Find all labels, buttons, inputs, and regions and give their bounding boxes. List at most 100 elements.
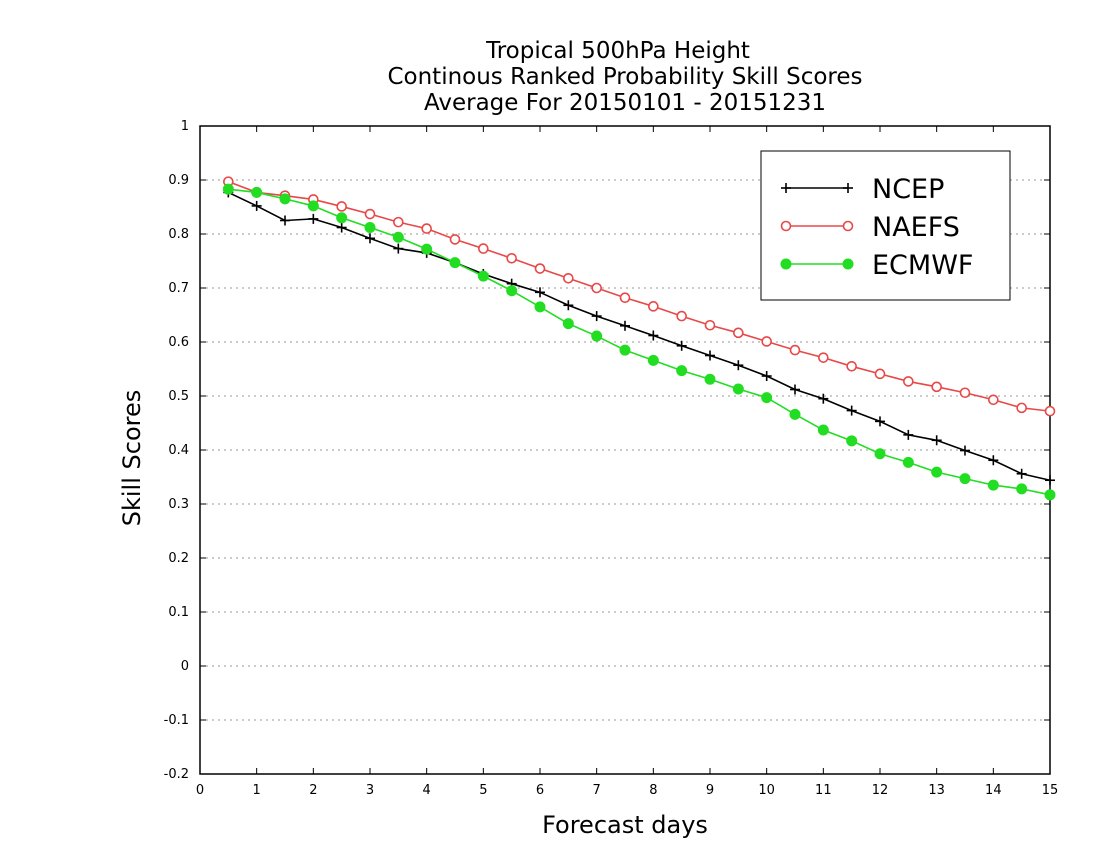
point-naefs xyxy=(619,292,631,304)
x-tick-label: 14 xyxy=(985,783,1002,798)
y-tick-label: 0.6 xyxy=(168,335,189,350)
point-naefs xyxy=(874,368,886,380)
y-tick-label: 0.8 xyxy=(168,227,189,242)
x-tick-label: 11 xyxy=(815,783,832,798)
point-ncep xyxy=(846,405,857,416)
x-tick-label: 2 xyxy=(309,783,317,798)
point-ncep xyxy=(733,360,744,371)
y-tick-label: 0.5 xyxy=(168,389,189,404)
point-naefs xyxy=(563,272,574,284)
title-line-3: Average For 20150101 - 20151231 xyxy=(424,90,826,116)
x-tick-label: 7 xyxy=(593,783,601,798)
legend-marker-ecmwf xyxy=(780,258,792,270)
point-ecmwf xyxy=(676,365,688,377)
x-tick-label: 6 xyxy=(536,783,544,798)
legend-marker-naefs xyxy=(780,220,792,232)
point-ncep xyxy=(251,200,262,211)
point-naefs xyxy=(959,387,971,399)
point-ecmwf xyxy=(902,456,914,468)
point-ncep xyxy=(280,215,290,226)
point-ncep xyxy=(705,350,715,361)
point-ecmwf xyxy=(562,318,574,330)
point-ncep xyxy=(365,233,375,244)
y-tick-label: 0.1 xyxy=(168,605,189,620)
x-tick-label: 10 xyxy=(758,783,775,798)
legend-item-naefs: NAEFS xyxy=(780,212,960,243)
x-axis-label: Forecast days xyxy=(542,811,708,839)
x-tick-label: 15 xyxy=(1042,783,1059,798)
point-naefs xyxy=(478,243,489,254)
point-ncep xyxy=(308,213,319,224)
x-tick-label: 5 xyxy=(479,783,487,798)
point-ecmwf xyxy=(392,231,404,243)
series-group xyxy=(222,176,1056,501)
point-ecmwf xyxy=(931,466,943,478)
point-ecmwf xyxy=(704,373,716,385)
point-naefs xyxy=(846,360,857,372)
legend-marker-ncep xyxy=(781,183,791,193)
point-ncep xyxy=(1016,468,1027,479)
legend-label-naefs: NAEFS xyxy=(872,212,960,243)
series-line-ncep xyxy=(227,191,1051,482)
point-ecmwf xyxy=(307,200,319,212)
point-ecmwf xyxy=(364,222,376,234)
x-tick-label: 9 xyxy=(706,783,714,798)
point-ncep xyxy=(563,300,574,311)
point-ncep xyxy=(591,311,602,322)
point-ecmwf xyxy=(477,270,489,282)
x-tick-label: 12 xyxy=(872,783,889,798)
title-line-2: Continous Ranked Probability Skill Score… xyxy=(387,64,862,90)
x-tick-label: 1 xyxy=(253,783,261,798)
legend-label-ncep: NCEP xyxy=(872,174,944,205)
y-tick-label: -0.2 xyxy=(164,767,189,782)
point-ecmwf xyxy=(222,183,234,195)
point-naefs xyxy=(534,263,546,274)
point-ncep xyxy=(761,371,772,382)
point-ncep xyxy=(676,340,687,351)
legend-label-ecmwf: ECMWF xyxy=(872,250,973,281)
y-tick-label: 0.4 xyxy=(168,443,189,458)
point-ncep xyxy=(818,393,829,404)
title-line-1: Tropical 500hPa Height xyxy=(485,38,750,64)
point-ecmwf xyxy=(647,354,659,366)
point-naefs xyxy=(931,381,942,393)
point-naefs xyxy=(676,310,687,322)
y-tick-label: 0.9 xyxy=(168,173,189,188)
point-ecmwf xyxy=(874,448,886,460)
point-ncep xyxy=(1045,475,1055,486)
legend-marker-ncep xyxy=(843,183,853,193)
point-ecmwf xyxy=(619,344,631,356)
point-naefs xyxy=(449,234,461,245)
point-ecmwf xyxy=(959,473,971,485)
point-ncep xyxy=(336,222,347,233)
axis-ticks: -0.2-0.100.10.20.30.40.50.60.70.80.910 1 2… xyxy=(164,119,1059,798)
point-ecmwf xyxy=(1016,483,1028,495)
y-tick-label: 0.7 xyxy=(168,281,189,296)
x-tick-label: 4 xyxy=(423,783,431,798)
point-naefs xyxy=(648,301,659,312)
point-naefs xyxy=(903,376,914,387)
legend-item-ncep: NCEP xyxy=(781,174,944,205)
point-ecmwf xyxy=(1044,489,1056,501)
point-naefs xyxy=(818,352,829,363)
x-tick-label: 3 xyxy=(366,783,374,798)
point-ecmwf xyxy=(336,212,348,224)
point-ncep xyxy=(875,416,885,427)
point-naefs xyxy=(364,208,376,220)
legend-marker-naefs xyxy=(842,220,854,232)
point-naefs xyxy=(591,282,602,294)
point-ecmwf xyxy=(846,435,858,447)
point-ecmwf xyxy=(506,285,518,297)
point-ecmwf xyxy=(279,193,291,205)
point-naefs xyxy=(733,327,744,339)
point-ncep xyxy=(393,243,404,254)
y-tick-label: 0.2 xyxy=(168,551,189,566)
point-ecmwf xyxy=(449,257,461,269)
x-tick-label: 13 xyxy=(928,783,945,798)
point-ncep xyxy=(790,384,800,395)
point-naefs xyxy=(1044,405,1056,417)
point-naefs xyxy=(704,319,716,331)
point-ecmwf xyxy=(421,243,433,255)
point-ecmwf xyxy=(789,408,801,420)
